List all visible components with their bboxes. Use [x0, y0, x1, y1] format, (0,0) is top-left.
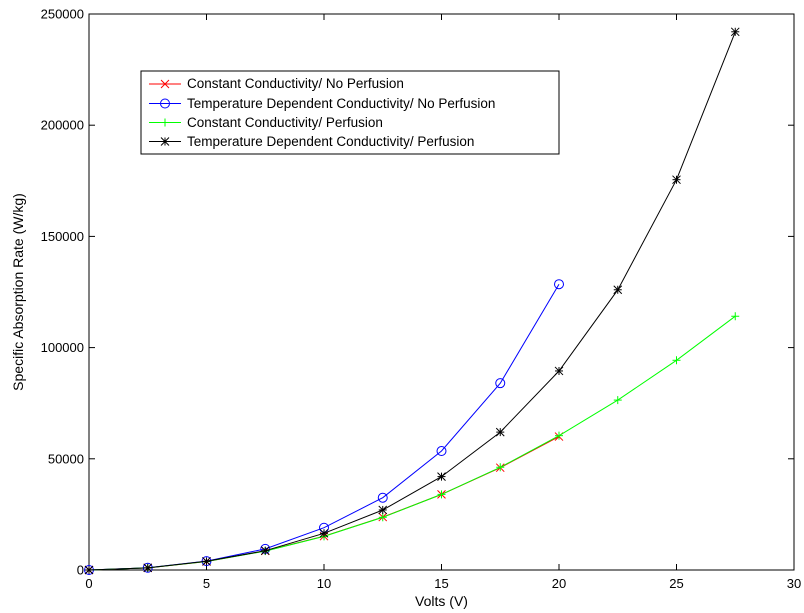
x-tick-label: 10 [317, 576, 331, 591]
data-point [378, 513, 387, 522]
x-tick-label: 20 [552, 576, 566, 591]
series-layer [84, 27, 740, 575]
data-point [554, 366, 564, 376]
legend-marker-2 [149, 98, 181, 109]
data-point [436, 446, 447, 457]
x-tick-label: 30 [787, 576, 801, 591]
data-point [319, 528, 329, 538]
x-tick-labels: 0 5 10 15 20 25 30 [85, 576, 801, 591]
legend-marker-3 [149, 118, 181, 127]
x-axis-label: Volts (V) [415, 593, 468, 609]
data-point [437, 472, 446, 481]
data-point [378, 505, 388, 515]
data-point [730, 27, 740, 37]
y-tick-label: 50000 [48, 451, 84, 466]
data-point [495, 378, 506, 389]
y-tick-label: 250000 [41, 7, 84, 22]
y-tick-label: 150000 [41, 229, 84, 244]
data-point [495, 427, 505, 437]
x-tick-label: 5 [203, 576, 210, 591]
data-point [260, 546, 270, 556]
y-axis-label: Specific Absorption Rate (W/kg) [10, 193, 26, 391]
legend-label-series-2: Temperature Dependent Conductivity/ No P… [187, 96, 495, 111]
legend-markers [149, 79, 181, 146]
series-line-4 [88, 31, 736, 571]
legend-symbol [161, 118, 169, 127]
data-point [84, 565, 94, 575]
legend-box [140, 70, 560, 155]
x-tick-label: 0 [85, 576, 92, 591]
y-tick-label: 200000 [41, 118, 84, 133]
data-point [554, 279, 564, 290]
y-tick-label: 0 [77, 563, 84, 578]
legend: Constant Conductivity/ No Perfusion Temp… [140, 70, 560, 155]
data-point [672, 356, 681, 365]
data-point [731, 312, 740, 321]
x-tick-label: 25 [669, 576, 683, 591]
data-point [613, 285, 623, 295]
data-point [496, 463, 505, 472]
data-point [555, 431, 563, 440]
series-4 [84, 27, 740, 575]
legend-marker-4 [149, 137, 181, 146]
legend-symbol [160, 79, 170, 89]
legend-marker-1 [149, 79, 181, 89]
data-point [613, 396, 622, 405]
data-point [437, 490, 446, 499]
legend-label-series-4: Temperature Dependent Conductivity/ Perf… [187, 134, 474, 149]
data-point [377, 492, 388, 503]
legend-symbol [160, 137, 170, 146]
legend-symbol [160, 98, 170, 109]
legend-label-series-3: Constant Conductivity/ Perfusion [187, 115, 383, 130]
y-tick-label: 100000 [41, 340, 84, 355]
data-point [672, 175, 681, 185]
y-tick-labels: 0 50000 100000 150000 200000 250000 [41, 7, 84, 578]
data-point [202, 556, 211, 566]
x-tick-label: 15 [434, 576, 448, 591]
legend-label-series-1: Constant Conductivity/ No Perfusion [187, 76, 404, 91]
data-point [143, 563, 153, 573]
